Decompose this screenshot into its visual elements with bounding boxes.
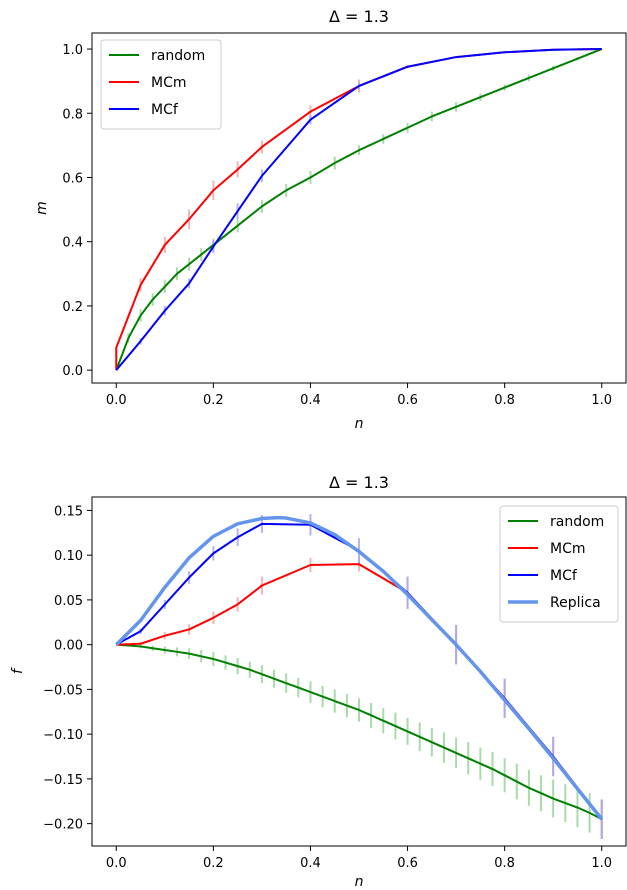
y-tick-label: 0.10	[54, 549, 83, 564]
x-tick-label: 0.6	[397, 856, 418, 871]
series-line-random	[115, 48, 603, 371]
x-tick-label: 0.6	[397, 393, 418, 408]
x-tick-label: 0.4	[300, 393, 321, 408]
x-tick-label: 0.4	[300, 856, 321, 871]
legend-label-mcm: MCm	[550, 541, 586, 557]
y-tick-label: 0.8	[62, 107, 83, 122]
legend: random MCm MCf	[100, 39, 222, 130]
y-tick-label: 0.4	[62, 236, 83, 251]
y-tick-label: 0.15	[54, 504, 83, 519]
legend-box	[100, 39, 222, 130]
x-tick-label: 0.2	[203, 393, 224, 408]
series-line-mcf	[115, 48, 602, 371]
x-axis-label: n	[355, 416, 364, 432]
legend-label-mcf: MCf	[151, 102, 179, 118]
legend-box	[499, 505, 619, 623]
y-tick-label: 0.2	[62, 300, 83, 315]
x-tick-label: 0.2	[203, 856, 224, 871]
plot-frame	[91, 32, 627, 384]
x-tick-label: 0.8	[494, 393, 515, 408]
y-tick-label: −0.10	[43, 728, 83, 743]
y-tick-label: 0.6	[62, 171, 83, 186]
y-tick-label: 0.05	[54, 594, 83, 609]
y-axis-label: m	[34, 201, 50, 215]
legend-label-mcf: MCf	[550, 568, 578, 584]
chart-2: Δ = 1.3 0.0 0.2 0.4 0.6 0.8 1.0 0.15 0.10 0.05 0.0…	[10, 473, 627, 890]
y-tick-label: 1.0	[62, 43, 83, 58]
legend-label-replica: Replica	[550, 595, 601, 611]
legend-label-random: random	[151, 48, 205, 64]
plot-frame	[91, 496, 627, 847]
legend-label-random: random	[550, 514, 604, 530]
chart-1: Δ = 1.3 0.0 0.2 0.4 0.6 0.8 1.0 0.0 0.2 0.4 0.6 0.8…	[34, 7, 627, 432]
x-tick-label: 0.8	[494, 856, 515, 871]
y-tick-label: −0.15	[43, 773, 83, 788]
y-tick-label: 0.0	[62, 364, 83, 379]
legend-label-mcm: MCm	[151, 75, 187, 91]
x-axis-label: n	[355, 874, 364, 890]
x-tick-label: 0.0	[106, 393, 127, 408]
y-axis-label: f	[10, 667, 26, 674]
y-tick-label: 0.00	[54, 639, 83, 654]
chart-title: Δ = 1.3	[329, 7, 389, 26]
chart-title: Δ = 1.3	[329, 473, 389, 492]
y-tick-label: −0.05	[43, 683, 83, 698]
y-tick-label: −0.20	[43, 818, 83, 833]
series-line-replica	[115, 515, 604, 821]
x-tick-label: 1.0	[591, 856, 612, 871]
x-tick-label: 0.0	[106, 856, 127, 871]
legend: random MCm MCf Replica	[499, 505, 619, 623]
x-tick-label: 1.0	[591, 393, 612, 408]
series-line-random	[116, 643, 603, 821]
